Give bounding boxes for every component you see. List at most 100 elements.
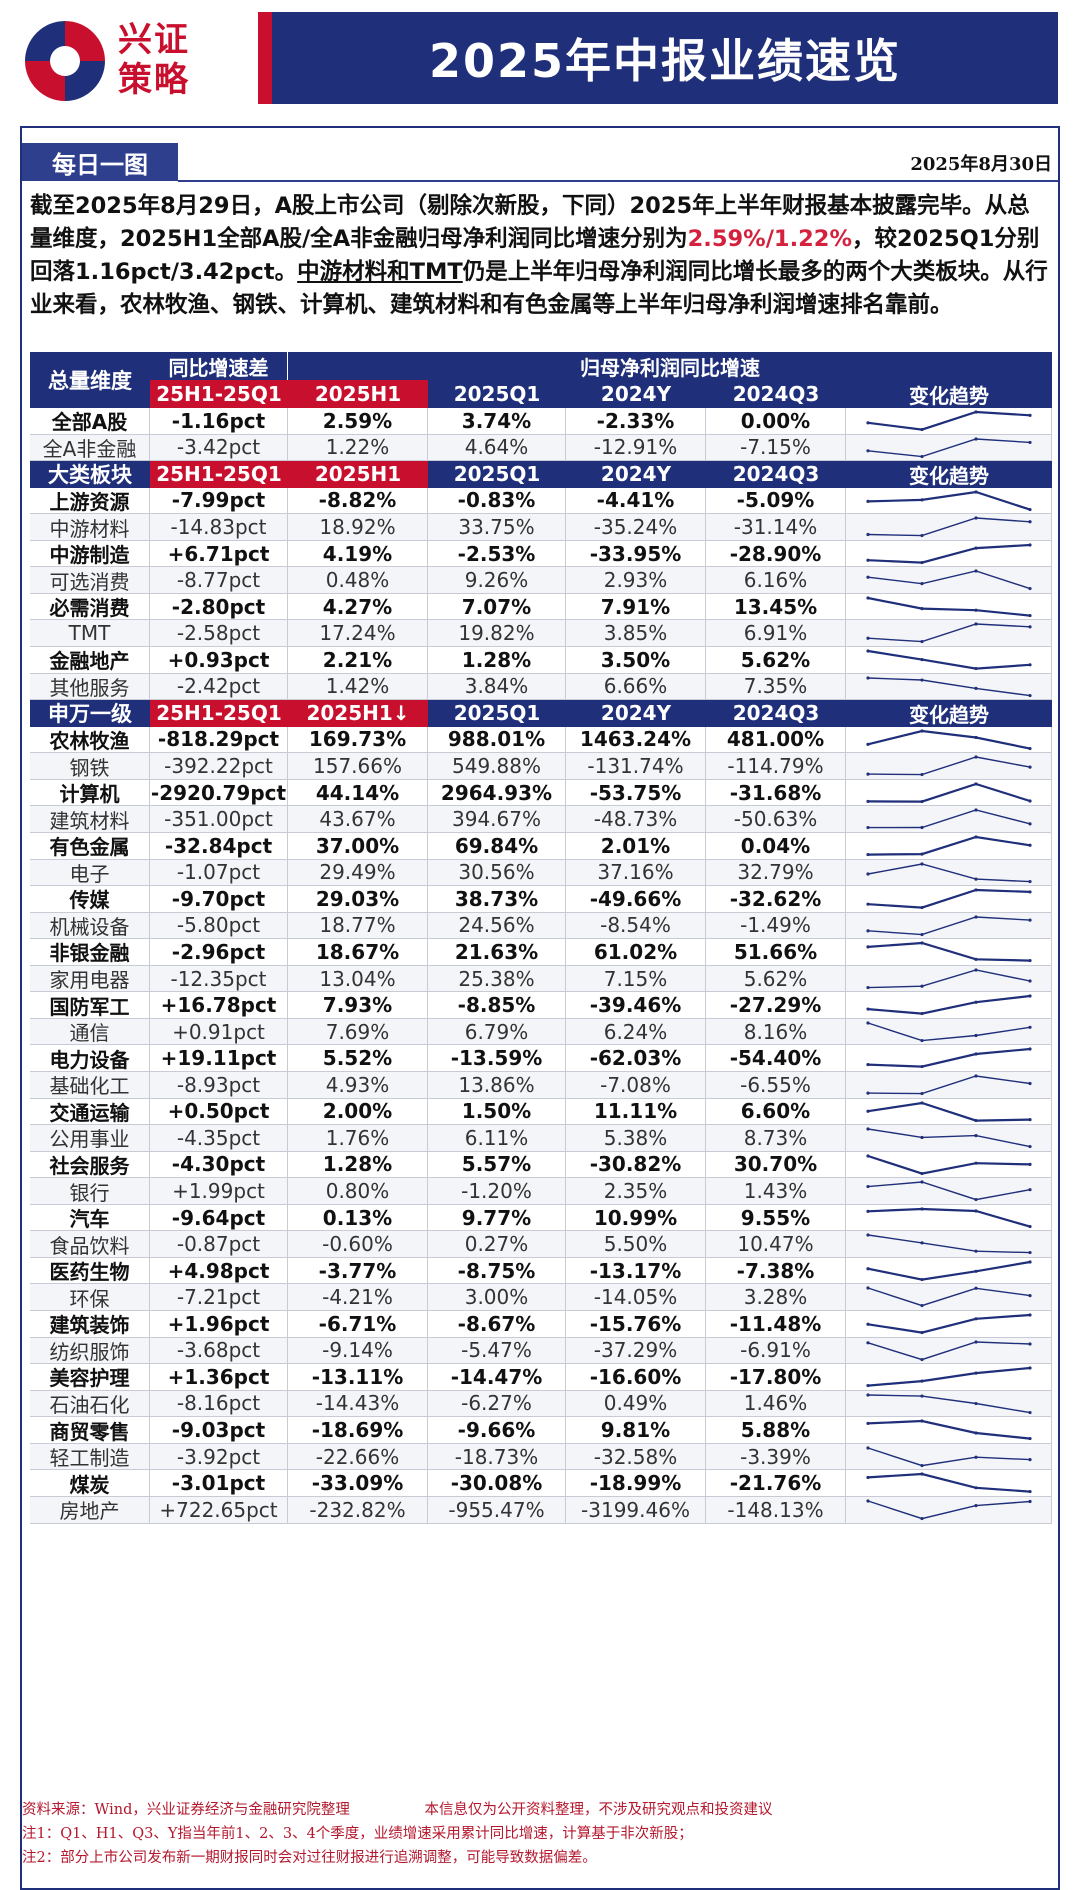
cell-h1: 43.67% [288, 806, 428, 833]
trend-point [1028, 1145, 1032, 1149]
footer-note2: 注2：部分上市公司发布新一期财报同时会对过往财报进行追溯调整，可能导致数据偏差。 [22, 1850, 597, 1866]
section-header-col4: 2024Y [566, 461, 706, 488]
trend-sparkline [846, 673, 1052, 701]
cell-q1: 21.63% [428, 939, 566, 966]
trend-point [974, 1033, 978, 1038]
trend-chart [866, 941, 1032, 963]
cell-diff: -7.21pct [150, 1284, 288, 1312]
trend-point [866, 826, 870, 830]
cell-q1: -6.27% [428, 1390, 566, 1418]
trend-chart [866, 1472, 1032, 1494]
trend-point [866, 742, 870, 746]
cell-diff: -9.64pct [150, 1204, 288, 1232]
trend-point [920, 1065, 924, 1069]
trend-line [867, 1234, 1031, 1254]
cell-y24: 37.16% [566, 859, 706, 887]
cell-q3: -27.29% [706, 992, 846, 1019]
trend-chart [866, 1499, 1032, 1521]
section-header-col5: 2024Q3 [706, 700, 846, 727]
cell-diff: -3.42pct [150, 434, 288, 462]
trend-point [1028, 1366, 1032, 1370]
trend-sparkline [846, 408, 1052, 435]
trend-sparkline [846, 1417, 1052, 1444]
trend-point [1028, 959, 1032, 963]
cell-diff: -2.80pct [150, 593, 288, 621]
daily-tag: 每日一图 [22, 143, 178, 181]
trend-point [866, 596, 870, 600]
title-accent [258, 12, 272, 104]
trend-point [866, 649, 870, 653]
cell-name: 计算机 [30, 779, 150, 807]
cell-diff: -8.93pct [150, 1072, 288, 1099]
cell-q1: -18.73% [428, 1443, 566, 1471]
cell-diff: +19.11pct [150, 1045, 288, 1072]
cell-q1: 394.67% [428, 806, 566, 833]
trend-sparkline [846, 806, 1052, 833]
cell-y24: 5.50% [566, 1231, 706, 1258]
trend-chart [866, 888, 1032, 910]
header-col3: 2025Q1 [428, 380, 566, 408]
cell-q1: 24.56% [428, 912, 566, 940]
trend-chart [866, 1233, 1032, 1255]
cell-diff: +0.91pct [150, 1018, 288, 1046]
cell-h1: 1.28% [288, 1151, 428, 1179]
cell-y24: -49.66% [566, 886, 706, 913]
trend-line [867, 782, 1031, 803]
cell-q3: 6.60% [706, 1098, 846, 1126]
cell-name: 中游制造 [30, 540, 150, 568]
report-date: 2025年8月30日 [910, 154, 1052, 175]
cell-diff: -12.35pct [150, 965, 288, 993]
trend-line [867, 835, 1031, 856]
cell-q1: -0.83% [428, 487, 566, 515]
trend-chart [866, 729, 1032, 750]
cell-diff: -2.96pct [150, 939, 288, 966]
trend-point [920, 1207, 924, 1211]
cell-q1: -8.75% [428, 1257, 566, 1285]
table-header-top: 总量维度 同比增速差 归母净利润同比增速 [30, 352, 1052, 408]
cell-q1: 988.01% [428, 726, 566, 754]
cell-q1: 4.64% [428, 434, 566, 462]
cell-q1: 13.86% [428, 1072, 566, 1099]
cell-name: 食品饮料 [30, 1231, 150, 1258]
cell-y24: -30.82% [566, 1151, 706, 1179]
trend-sparkline [846, 1284, 1052, 1312]
trend-sparkline [846, 647, 1052, 674]
section-header: 申万一级 25H1-25Q1 2025H1↓ 2025Q1 2024Y 2024Q3 变化趋… [30, 700, 1052, 727]
cell-diff: -4.30pct [150, 1151, 288, 1179]
trend-chart [866, 1366, 1032, 1388]
trend-point [1028, 822, 1032, 826]
trend-point [866, 1063, 870, 1067]
trend-point [974, 569, 978, 573]
table-row: 轻工制造 -3.92pct -22.66% -18.73% -32.58% -3.39% [30, 1443, 1052, 1471]
cell-diff: +1.96pct [150, 1311, 288, 1338]
trend-point [1028, 1490, 1032, 1494]
cell-h1: -9.14% [288, 1337, 428, 1365]
table-row: 上游资源 -7.99pct -8.82% -0.83% -4.41% -5.09% [30, 487, 1052, 515]
cell-name: 煤炭 [30, 1470, 150, 1497]
cell-diff: -14.83pct [150, 514, 288, 541]
cell-name: 中游材料 [30, 514, 150, 541]
trend-line [867, 1181, 1031, 1201]
footer-note1: 注1：Q1、H1、Q3、Y指当年前1、2、3、4个季度，业绩增速采用累计同比增速… [22, 1826, 693, 1842]
trend-point [920, 1038, 924, 1043]
header-col0: 总量维度 [30, 352, 150, 408]
header-col4: 2024Y [566, 380, 706, 408]
header-col6: 变化趋势 [846, 380, 1052, 408]
trend-chart [866, 915, 1032, 936]
cell-h1: -3.77% [288, 1257, 428, 1285]
trend-point [974, 755, 978, 759]
trend-line [867, 888, 1031, 909]
trend-point [974, 1198, 978, 1202]
trend-point [866, 1154, 870, 1158]
trend-point [866, 1499, 870, 1503]
cell-q1: 1.50% [428, 1098, 566, 1126]
cell-q1: 6.79% [428, 1018, 566, 1046]
cell-diff: -2.58pct [150, 620, 288, 648]
trend-point [1028, 1342, 1032, 1346]
cell-q3: 8.16% [706, 1018, 846, 1046]
trend-line [867, 969, 1031, 989]
trend-point [974, 1209, 978, 1213]
cell-y24: -4.41% [566, 487, 706, 515]
brand-name-line1: 兴证 [118, 20, 190, 60]
cell-q1: 3.00% [428, 1284, 566, 1312]
